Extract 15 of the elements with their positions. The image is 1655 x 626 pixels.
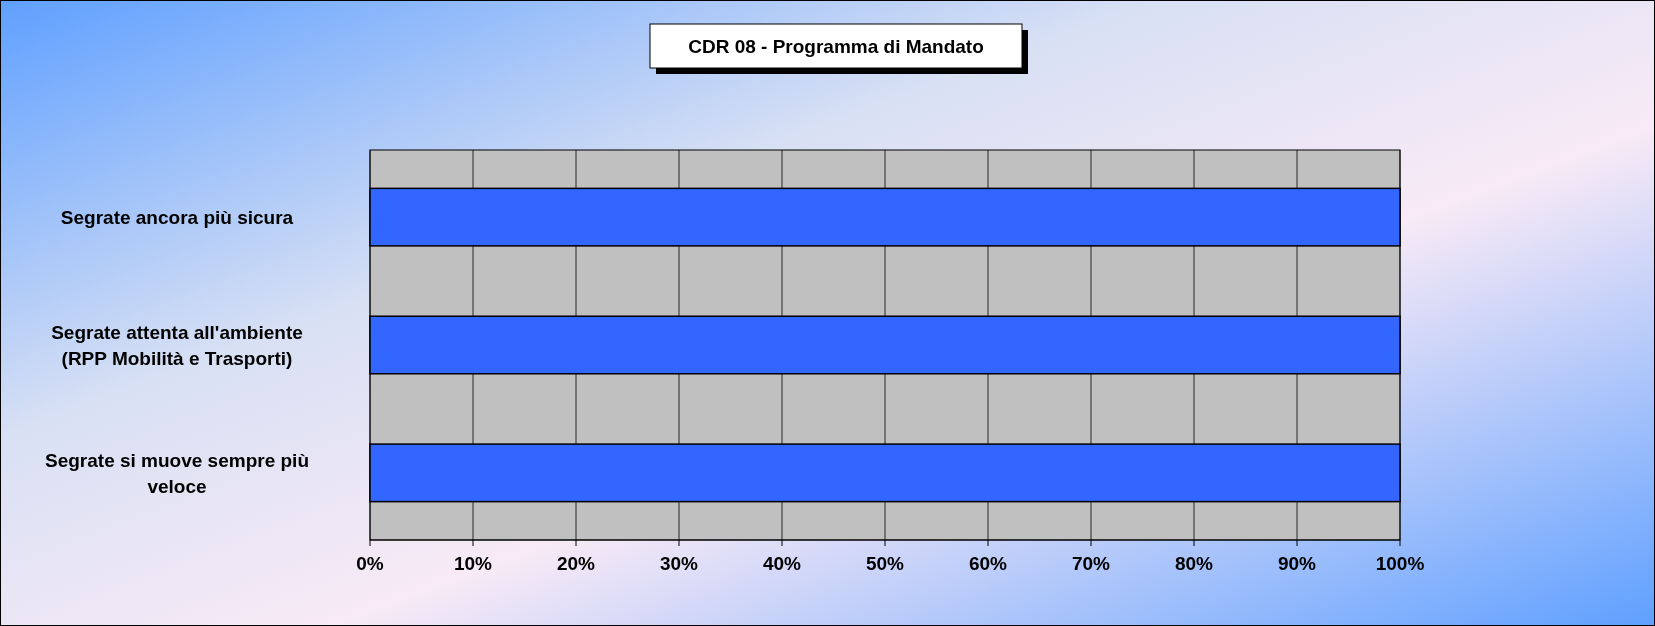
x-tick-label: 60%	[968, 553, 1008, 574]
x-tick-label: 40%	[762, 553, 802, 574]
x-tick-label: 100%	[1375, 553, 1425, 574]
x-tick-label: 70%	[1071, 553, 1111, 574]
x-tick-label: 0%	[356, 553, 384, 574]
x-tick-label: 30%	[659, 553, 699, 574]
x-tick-label: 90%	[1277, 553, 1317, 574]
x-tick-label: 50%	[865, 553, 905, 574]
y-tick-label: Segrate ancora più sicura	[60, 207, 294, 229]
x-tick-label: 80%	[1174, 553, 1214, 574]
y-tick-label: Segrate si muove sempre più veloce	[45, 449, 309, 497]
chart-title: CDR 08 - Programma di Mandato	[688, 36, 984, 57]
x-tick-label: 10%	[453, 553, 493, 574]
x-tick-label: 20%	[556, 553, 596, 574]
y-tick-label: Segrate attenta all'ambiente (RPP Mobilità e Trasporti)	[51, 322, 303, 369]
